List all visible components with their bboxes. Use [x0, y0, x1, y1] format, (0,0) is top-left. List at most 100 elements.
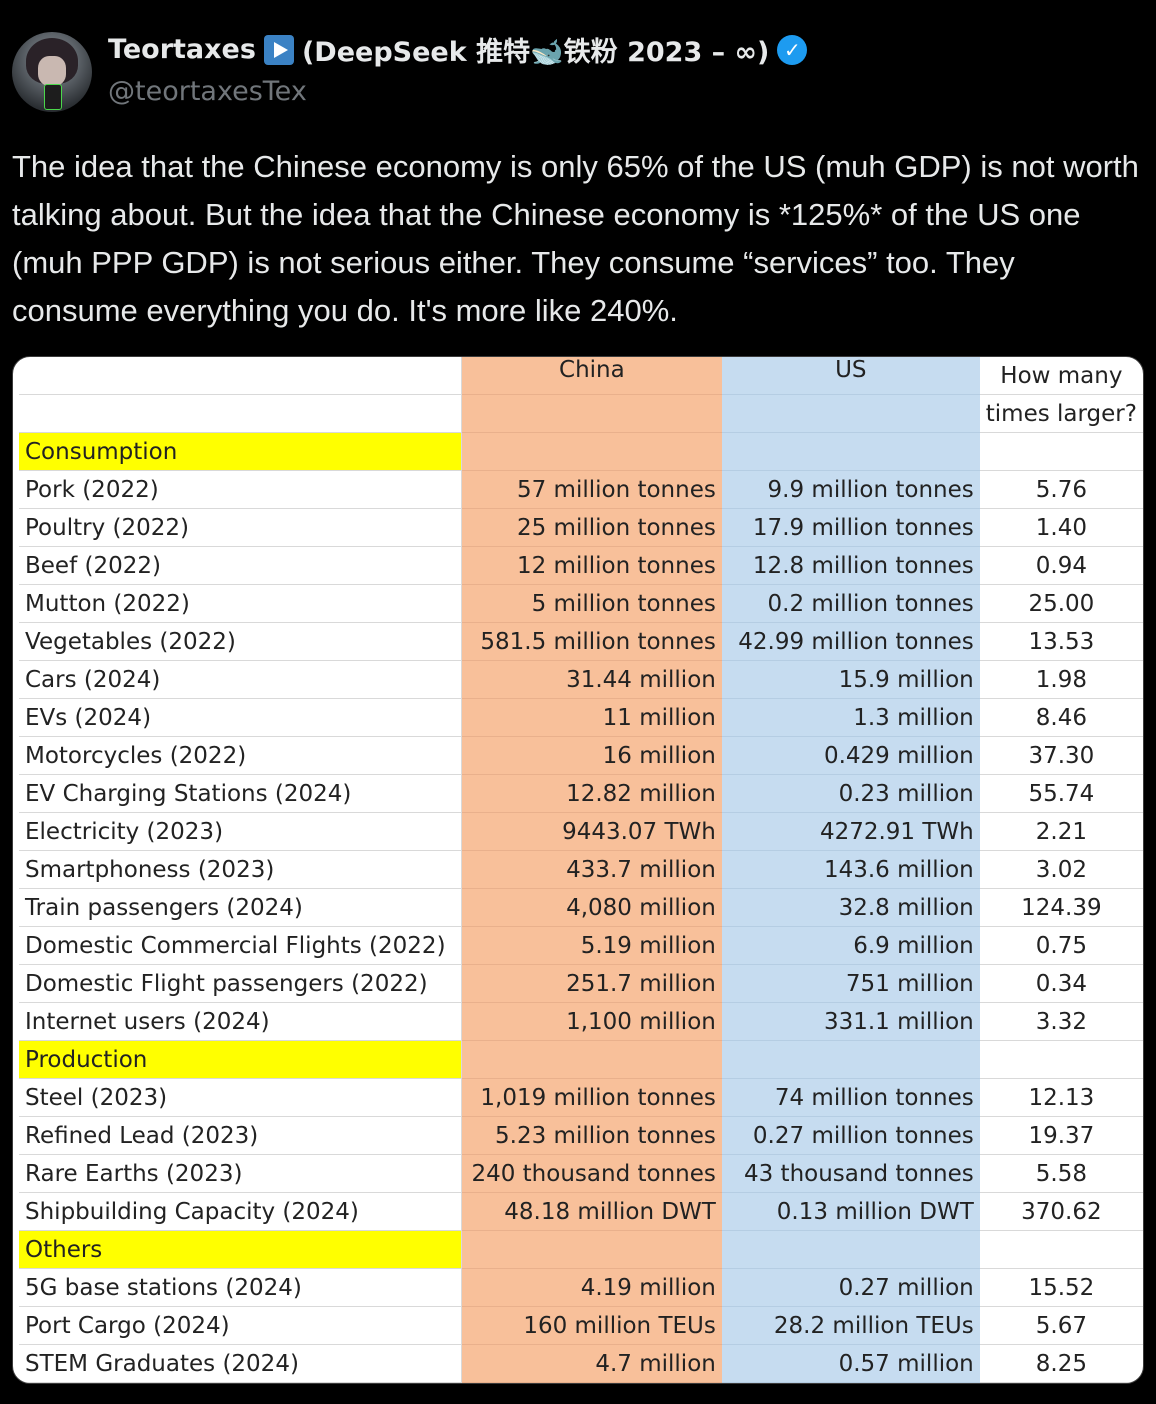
- us-value-cell: 0.27 million: [721, 1268, 980, 1307]
- ratio-cell: 8.25: [979, 1344, 1143, 1383]
- ratio-cell: 15.52: [979, 1268, 1143, 1307]
- table-row: Electricity (2023) 9443.07 TWh 4272.91 TWh…: [19, 812, 1143, 851]
- table-row: Poultry (2022) 25 million tonnes 17.9 mill…: [19, 508, 1143, 547]
- header-china: China: [461, 357, 722, 395]
- us-value-cell: 0.57 million: [721, 1344, 980, 1383]
- china-value-cell: 57 million tonnes: [461, 470, 722, 509]
- china-value-cell: 11 million: [461, 698, 722, 737]
- table-row: Domestic Flight passengers (2022) 251.7 m…: [19, 964, 1143, 1003]
- item-cell: EV Charging Stations (2024): [19, 774, 462, 813]
- empty-cell: [461, 1040, 722, 1079]
- table-row: STEM Graduates (2024) 4.7 million 0.57 mil…: [19, 1344, 1143, 1383]
- us-value-cell: 32.8 million: [721, 888, 980, 927]
- china-value-cell: 16 million: [461, 736, 722, 775]
- author-name-row[interactable]: Teortaxes (DeepSeek 推特🐋铁粉 2023 – ∞) ✓: [108, 30, 808, 69]
- table-row: EV Charging Stations (2024) 12.82 million…: [19, 774, 1143, 813]
- table-row: Refined Lead (2023) 5.23 million tonnes 0.…: [19, 1116, 1143, 1155]
- ratio-cell: 0.94: [979, 546, 1143, 585]
- author-name-suffix[interactable]: (DeepSeek 推特🐋铁粉 2023 – ∞): [301, 37, 770, 68]
- item-cell: Rare Earths (2023): [19, 1154, 462, 1193]
- empty-cell: [721, 432, 980, 471]
- header-blank: [19, 357, 462, 395]
- item-cell: Mutton (2022): [19, 584, 462, 623]
- author-handle[interactable]: @teortaxesTex: [108, 76, 307, 107]
- china-value-cell: 5.19 million: [461, 926, 722, 965]
- avatar[interactable]: [12, 32, 92, 112]
- ratio-cell: 1.98: [979, 660, 1143, 699]
- author-name[interactable]: Teortaxes: [108, 34, 256, 65]
- item-cell: Domestic Flight passengers (2022): [19, 964, 462, 1003]
- china-value-cell: 240 thousand tonnes: [461, 1154, 722, 1193]
- china-value-cell: 31.44 million: [461, 660, 722, 699]
- ratio-cell: 13.53: [979, 622, 1143, 661]
- header-us: US: [721, 357, 980, 395]
- spreadsheet-table: China US How many times larger? Consumpt…: [19, 357, 1143, 1383]
- us-value-cell: 15.9 million: [721, 660, 980, 699]
- china-value-cell: 12.82 million: [461, 774, 722, 813]
- us-value-cell: 0.27 million tonnes: [721, 1116, 980, 1155]
- empty-cell: [721, 1230, 980, 1269]
- ratio-cell: 8.46: [979, 698, 1143, 737]
- ratio-cell: 55.74: [979, 774, 1143, 813]
- section-title: Production: [19, 1040, 462, 1079]
- item-cell: STEM Graduates (2024): [19, 1344, 462, 1383]
- table-row: Motorcycles (2022) 16 million 0.429 millio…: [19, 736, 1143, 775]
- item-cell: Domestic Commercial Flights (2022): [19, 926, 462, 965]
- us-value-cell: 4272.91 TWh: [721, 812, 980, 851]
- ratio-cell: 370.62: [979, 1192, 1143, 1231]
- item-cell: Port Cargo (2024): [19, 1306, 462, 1345]
- table-row: Domestic Commercial Flights (2022) 5.19 m…: [19, 926, 1143, 965]
- ratio-cell: 12.13: [979, 1078, 1143, 1117]
- china-value-cell: 9443.07 TWh: [461, 812, 722, 851]
- table-row: Cars (2024) 31.44 million 15.9 million 1.98: [19, 660, 1143, 699]
- us-value-cell: 9.9 million tonnes: [721, 470, 980, 509]
- ratio-cell: 1.40: [979, 508, 1143, 547]
- empty-cell: [461, 1230, 722, 1269]
- us-value-cell: 143.6 million: [721, 850, 980, 889]
- section-row: Others: [19, 1230, 1143, 1269]
- empty-cell: [979, 1230, 1143, 1269]
- us-value-cell: 17.9 million tonnes: [721, 508, 980, 547]
- item-cell: Vegetables (2022): [19, 622, 462, 661]
- us-value-cell: 1.3 million: [721, 698, 980, 737]
- ratio-cell: 25.00: [979, 584, 1143, 623]
- header-us-blank: [721, 394, 980, 433]
- section-row: Consumption: [19, 432, 1143, 471]
- table-row: Mutton (2022) 5 million tonnes 0.2 million…: [19, 584, 1143, 623]
- empty-cell: [979, 432, 1143, 471]
- table-row: Rare Earths (2023) 240 thousand tonnes 43 …: [19, 1154, 1143, 1193]
- section-title: Consumption: [19, 432, 462, 471]
- header-row-1: China US How many: [19, 357, 1143, 395]
- china-value-cell: 5 million tonnes: [461, 584, 722, 623]
- us-value-cell: 12.8 million tonnes: [721, 546, 980, 585]
- verified-badge-icon[interactable]: ✓: [777, 34, 808, 65]
- empty-cell: [721, 1040, 980, 1079]
- ratio-cell: 5.76: [979, 470, 1143, 509]
- china-value-cell: 581.5 million tonnes: [461, 622, 722, 661]
- china-value-cell: 160 million TEUs: [461, 1306, 722, 1345]
- item-cell: Internet users (2024): [19, 1002, 462, 1041]
- table-row: Train passengers (2024) 4,080 million 32.8…: [19, 888, 1143, 927]
- us-value-cell: 0.23 million: [721, 774, 980, 813]
- item-cell: Smartphoness (2023): [19, 850, 462, 889]
- table-row: Steel (2023) 1,019 million tonnes 74 milli…: [19, 1078, 1143, 1117]
- us-value-cell: 43 thousand tonnes: [721, 1154, 980, 1193]
- us-value-cell: 331.1 million: [721, 1002, 980, 1041]
- ratio-cell: 2.21: [979, 812, 1143, 851]
- table-row: Smartphoness (2023) 433.7 million 143.6 mi…: [19, 850, 1143, 889]
- china-value-cell: 1,019 million tonnes: [461, 1078, 722, 1117]
- avatar-face: [38, 56, 66, 86]
- us-value-cell: 0.429 million: [721, 736, 980, 775]
- table-row: 5G base stations (2024) 4.19 million 0.27 …: [19, 1268, 1143, 1307]
- tweet-image[interactable]: China US How many times larger? Consumpt…: [12, 356, 1144, 1384]
- item-cell: Train passengers (2024): [19, 888, 462, 927]
- table-row: Vegetables (2022) 581.5 million tonnes 42.…: [19, 622, 1143, 661]
- table-row: Internet users (2024) 1,100 million 331.1 …: [19, 1002, 1143, 1041]
- china-value-cell: 12 million tonnes: [461, 546, 722, 585]
- section-title: Others: [19, 1230, 462, 1269]
- item-cell: Shipbuilding Capacity (2024): [19, 1192, 462, 1231]
- header-ratio-line2: times larger?: [979, 394, 1143, 433]
- header-blank: [19, 394, 462, 433]
- ratio-cell: 0.34: [979, 964, 1143, 1003]
- ratio-cell: 5.58: [979, 1154, 1143, 1193]
